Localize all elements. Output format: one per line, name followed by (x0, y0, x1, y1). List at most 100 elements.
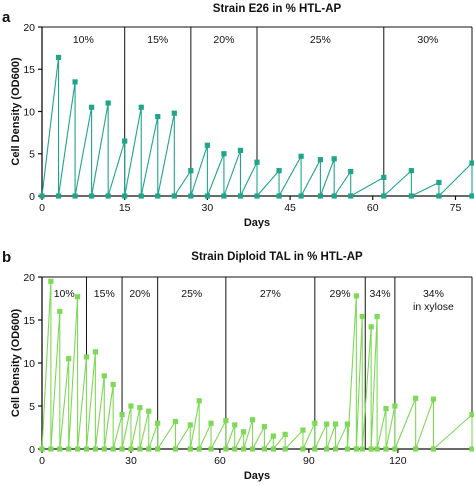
data-point (300, 446, 306, 452)
data-point (101, 446, 107, 452)
data-point (282, 431, 288, 437)
data-point (276, 168, 282, 174)
data-point (344, 446, 351, 452)
data-point (276, 193, 282, 199)
y-tick-label: 0 (29, 191, 35, 203)
x-tick-label: 90 (303, 455, 315, 467)
y-tick-label: 0 (29, 444, 35, 456)
data-point (204, 193, 210, 199)
data-point (383, 446, 389, 452)
data-point (83, 446, 90, 452)
data-point (74, 294, 81, 300)
chart-title: Strain E26 in % HTL-AP (213, 3, 342, 15)
data-point (359, 446, 365, 452)
data-point (270, 446, 276, 452)
y-tick-label: 10 (23, 106, 35, 118)
data-point (317, 157, 323, 163)
data-point (119, 412, 125, 418)
data-point (381, 174, 387, 181)
segment-label: 15% (147, 34, 168, 46)
data-point (188, 168, 194, 174)
data-point (146, 408, 152, 414)
x-axis-label: Days (244, 217, 270, 229)
data-point (392, 403, 398, 409)
y-axis-label: Cell Density (OD600) (10, 57, 22, 166)
data-point (119, 446, 125, 452)
data-point (298, 153, 304, 159)
data-point (223, 418, 229, 424)
panel-b: b Strain Diploid TAL in % HTL-AP 10% 15% 20%… (2, 249, 474, 482)
data-point (122, 138, 128, 144)
data-point (254, 193, 260, 199)
x-tick-label: 0 (39, 202, 45, 214)
data-point (74, 446, 81, 452)
data-point (188, 193, 194, 199)
y-axis-label: Cell Density (OD600) (10, 309, 22, 418)
y-tick-label: 10 (23, 358, 35, 370)
panel-a: a Strain E26 in % HTL-AP 10% 15% 20% 25% 30% 0 5… (2, 3, 474, 229)
data-point (66, 446, 72, 452)
data-point (57, 446, 63, 452)
data-point (39, 446, 45, 452)
data-point (348, 168, 354, 175)
y-tick-label: 15 (23, 315, 35, 327)
data-point (353, 446, 359, 452)
segment-label: 20% (213, 34, 234, 46)
data-point (138, 193, 144, 199)
y-tick-label: 15 (23, 64, 35, 76)
data-point (89, 104, 95, 110)
data-point (48, 278, 54, 284)
data-point (298, 193, 304, 199)
segment-label: 30% (417, 34, 438, 46)
y-tick-label: 5 (29, 149, 35, 161)
data-point (324, 421, 330, 427)
y-tick-label: 20 (23, 272, 35, 284)
data-point (146, 446, 152, 452)
data-point (436, 193, 442, 199)
data-point (110, 446, 116, 452)
segment-sublabel: in xylose (413, 301, 454, 313)
data-point (353, 293, 359, 299)
data-point (172, 446, 179, 452)
data-point (232, 446, 238, 452)
data-point (208, 420, 214, 426)
data-point (172, 418, 179, 425)
data-point (48, 446, 54, 452)
data-point (137, 446, 143, 452)
data-point (92, 349, 98, 355)
data-point (171, 110, 177, 116)
data-point (196, 398, 202, 404)
chart-title: Strain Diploid TAL in % HTL-AP (191, 251, 363, 263)
segment-label: 25% (181, 288, 202, 300)
data-point (55, 193, 62, 199)
y-tick-label: 5 (29, 401, 35, 413)
data-point (221, 193, 227, 199)
segment-label: 27% (260, 288, 281, 300)
data-point (413, 395, 419, 401)
data-point (92, 446, 98, 452)
data-point (138, 104, 144, 110)
data-point (208, 446, 214, 452)
data-point (282, 446, 288, 452)
data-point (383, 405, 389, 412)
data-point (368, 324, 374, 330)
data-point (469, 160, 474, 166)
data-point (66, 356, 72, 362)
data-point (221, 151, 227, 157)
data-point (232, 422, 238, 428)
data-point (374, 313, 380, 320)
x-tick-label: 60 (214, 455, 226, 467)
data-point (196, 446, 202, 452)
data-point (324, 446, 330, 452)
data-point (249, 446, 256, 452)
x-tick-label: 30 (125, 455, 137, 467)
data-point (408, 193, 414, 199)
data-point (110, 381, 116, 388)
data-point (331, 193, 337, 199)
data-point (430, 396, 437, 402)
data-point (155, 446, 161, 452)
data-point (469, 193, 474, 199)
x-tick-label: 120 (389, 455, 407, 467)
data-point (72, 193, 78, 199)
segment-label: 34% (370, 288, 391, 300)
